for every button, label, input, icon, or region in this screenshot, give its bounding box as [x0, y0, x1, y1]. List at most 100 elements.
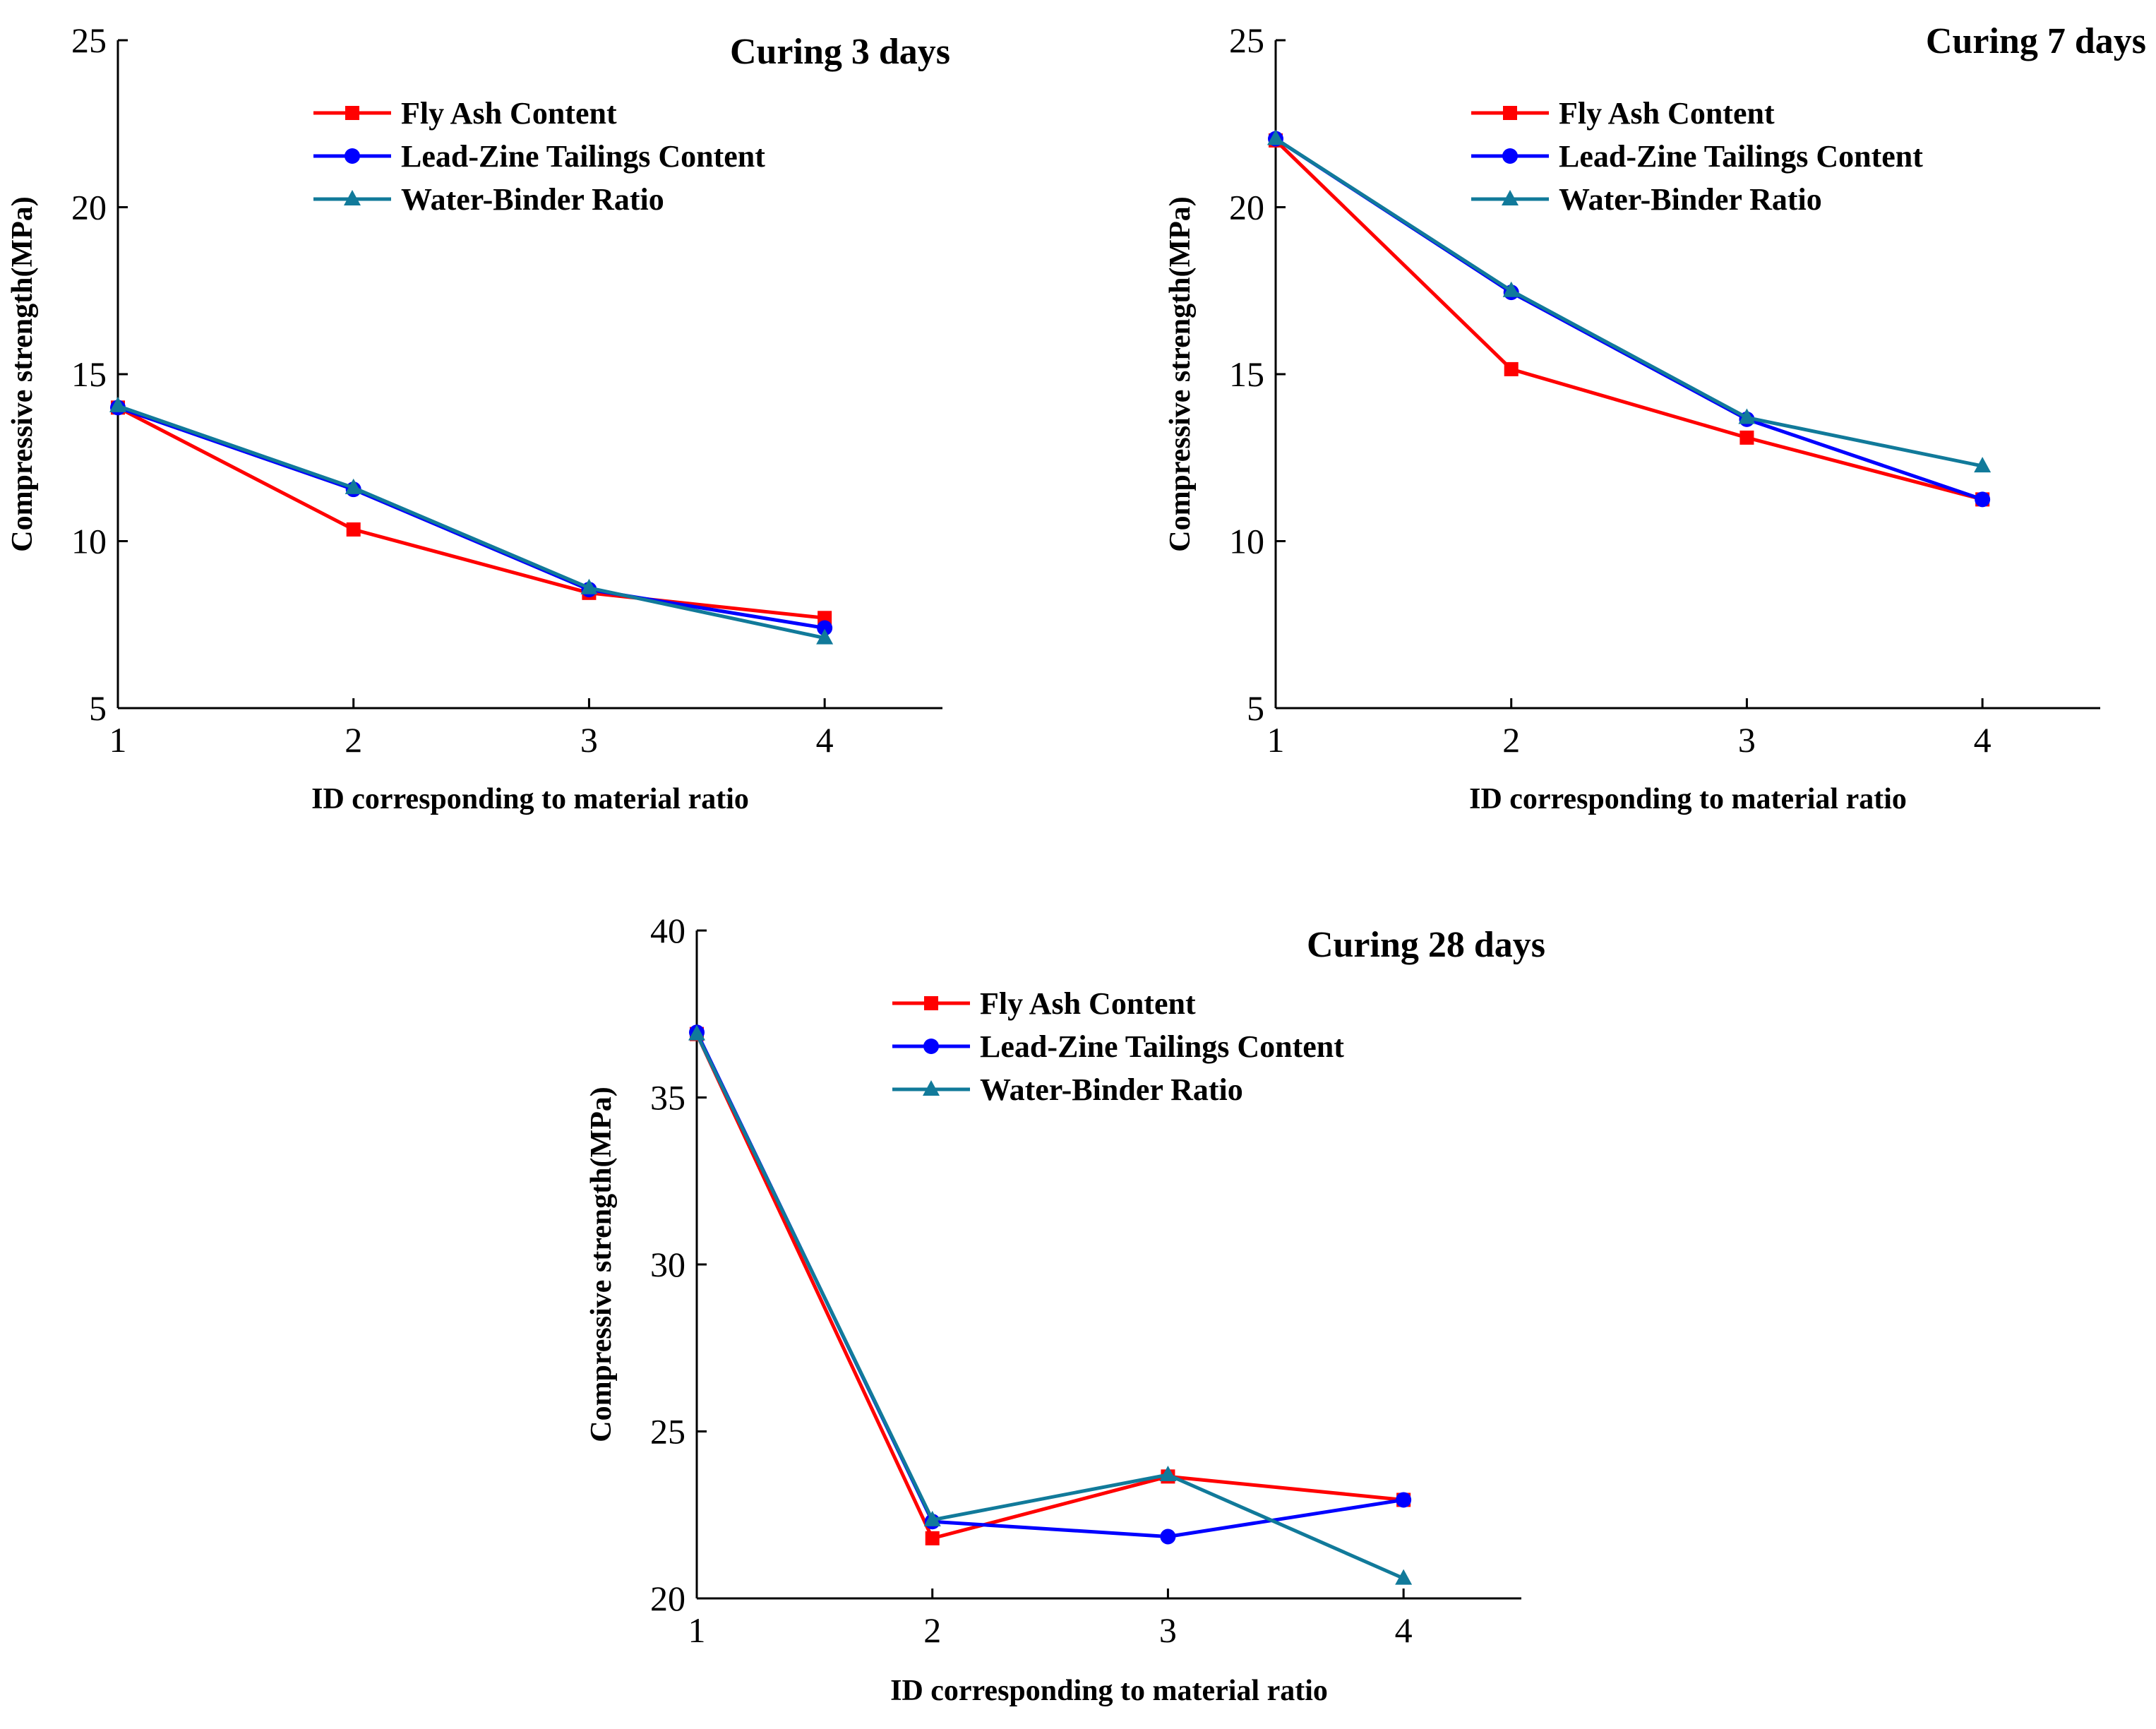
legend-item: Fly Ash Content	[892, 986, 1196, 1021]
legend-label: Fly Ash Content	[401, 96, 617, 131]
y-tick-label: 5	[89, 688, 107, 728]
x-tick-label: 4	[1395, 1610, 1413, 1650]
data-point	[925, 1531, 940, 1545]
chart-panel-3: 20 25 30 35 40 1 2 3 4 ID corresponding to materi…	[585, 911, 1545, 1707]
x-tick-label: 4	[1974, 720, 1992, 760]
data-point	[1739, 430, 1754, 445]
data-point	[1395, 1569, 1413, 1585]
x-tick-label: 2	[345, 720, 362, 760]
data-point	[688, 1024, 705, 1041]
y-tick-label: 30	[650, 1245, 685, 1284]
x-axis-title: ID corresponding to material ratio	[1469, 783, 1907, 815]
data-point	[1396, 1492, 1412, 1508]
series-line	[1274, 139, 1983, 501]
legend-marker	[1503, 106, 1517, 120]
legend-label: Water-Binder Ratio	[1559, 182, 1822, 217]
x-tick-label: 2	[923, 1610, 941, 1650]
series-line	[695, 1031, 1404, 1538]
data-point	[1975, 491, 1991, 508]
series-line	[1274, 137, 1983, 468]
y-tick-label: 20	[650, 1579, 685, 1618]
y-tick-label: 25	[71, 20, 107, 60]
data-point	[1974, 457, 1992, 473]
x-axis-title: ID corresponding to material ratio	[311, 783, 749, 815]
legend-label: Lead-Zine Tailings Content	[401, 139, 765, 174]
legend-label: Water-Binder Ratio	[401, 182, 664, 217]
data-point	[345, 478, 362, 494]
legend-marker	[345, 106, 359, 120]
x-tick-label: 2	[1502, 720, 1520, 760]
legend-label: Lead-Zine Tailings Content	[980, 1029, 1344, 1064]
y-tick-label: 20	[1229, 188, 1264, 227]
legend-label: Fly Ash Content	[980, 986, 1196, 1021]
legend-marker	[344, 190, 361, 205]
chart-title: Curing 28 days	[1307, 925, 1545, 965]
series-line	[117, 405, 825, 630]
legend-label: Water-Binder Ratio	[980, 1072, 1243, 1107]
data-point	[1267, 129, 1284, 145]
legend-marker	[1502, 190, 1519, 205]
y-tick-label: 15	[71, 354, 107, 394]
legend-item: Lead-Zine Tailings Content	[313, 139, 765, 174]
y-tick-label: 10	[1229, 522, 1264, 561]
data-point	[923, 1510, 941, 1526]
data-point	[816, 628, 834, 645]
y-tick-label: 25	[1229, 20, 1264, 60]
legend-marker	[1502, 148, 1518, 164]
y-tick-label: 35	[650, 1078, 685, 1118]
legend-item: Fly Ash Content	[313, 96, 617, 131]
data-point	[109, 396, 126, 412]
y-axis-title: Compressive strength(MPa)	[1164, 196, 1197, 552]
data-point	[1738, 408, 1756, 424]
data-point	[1504, 361, 1519, 376]
series-line	[695, 1033, 1404, 1540]
x-tick-label: 1	[1267, 720, 1285, 760]
chart-title: Curing 3 days	[730, 32, 950, 72]
chart-panel-2: 5 10 15 20 25 1 2 3 4 ID corresponding to materia…	[1164, 20, 2146, 815]
chart-title: Curing 7 days	[1926, 21, 2146, 61]
data-point	[817, 620, 833, 636]
legend-marker	[923, 1039, 939, 1054]
legend-label: Fly Ash Content	[1559, 96, 1775, 131]
legend-item: Water-Binder Ratio	[313, 182, 664, 217]
series-water-binder-ratio	[688, 1024, 1413, 1585]
legend-marker	[345, 148, 360, 164]
series-fly-ash-content	[111, 400, 832, 626]
data-point	[1160, 1528, 1176, 1545]
series-water-binder-ratio	[109, 396, 834, 645]
data-point	[580, 578, 598, 594]
chart-panel-1: 5 10 15 20 25 1 2 3 4 ID corresponding to materia…	[6, 20, 950, 815]
legend-item: Water-Binder Ratio	[1471, 182, 1822, 217]
y-tick-label: 40	[650, 911, 685, 950]
x-axis-title: ID corresponding to material ratio	[890, 1675, 1328, 1707]
legend-item: Lead-Zine Tailings Content	[1471, 139, 1923, 174]
y-tick-label: 10	[71, 522, 107, 561]
y-tick-label: 20	[71, 188, 107, 227]
x-tick-label: 3	[1738, 720, 1756, 760]
series-line	[695, 1033, 1405, 1580]
data-point	[1502, 281, 1520, 297]
x-tick-label: 3	[580, 720, 598, 760]
legend-item: Fly Ash Content	[1471, 96, 1775, 131]
series-water-binder-ratio	[1267, 129, 1992, 473]
y-tick-label: 25	[650, 1412, 685, 1452]
data-point	[1159, 1465, 1177, 1481]
x-tick-label: 1	[688, 1610, 706, 1650]
y-axis-title: Compressive strength(MPa)	[585, 1087, 618, 1442]
series-line	[117, 404, 825, 640]
series-lead-zine-tailings-content	[110, 400, 833, 636]
x-tick-label: 1	[109, 720, 127, 760]
data-point	[346, 522, 361, 537]
legend-item: Water-Binder Ratio	[892, 1072, 1243, 1107]
y-tick-label: 15	[1229, 354, 1264, 394]
x-tick-label: 4	[816, 720, 834, 760]
x-tick-label: 3	[1159, 1610, 1177, 1650]
legend-label: Lead-Zine Tailings Content	[1559, 139, 1923, 174]
series-line	[116, 406, 825, 620]
legend-item: Lead-Zine Tailings Content	[892, 1029, 1344, 1064]
legend-marker	[924, 996, 938, 1010]
legend-marker	[923, 1080, 940, 1096]
y-axis-title: Compressive strength(MPa)	[6, 196, 39, 552]
y-tick-label: 5	[1247, 688, 1264, 728]
